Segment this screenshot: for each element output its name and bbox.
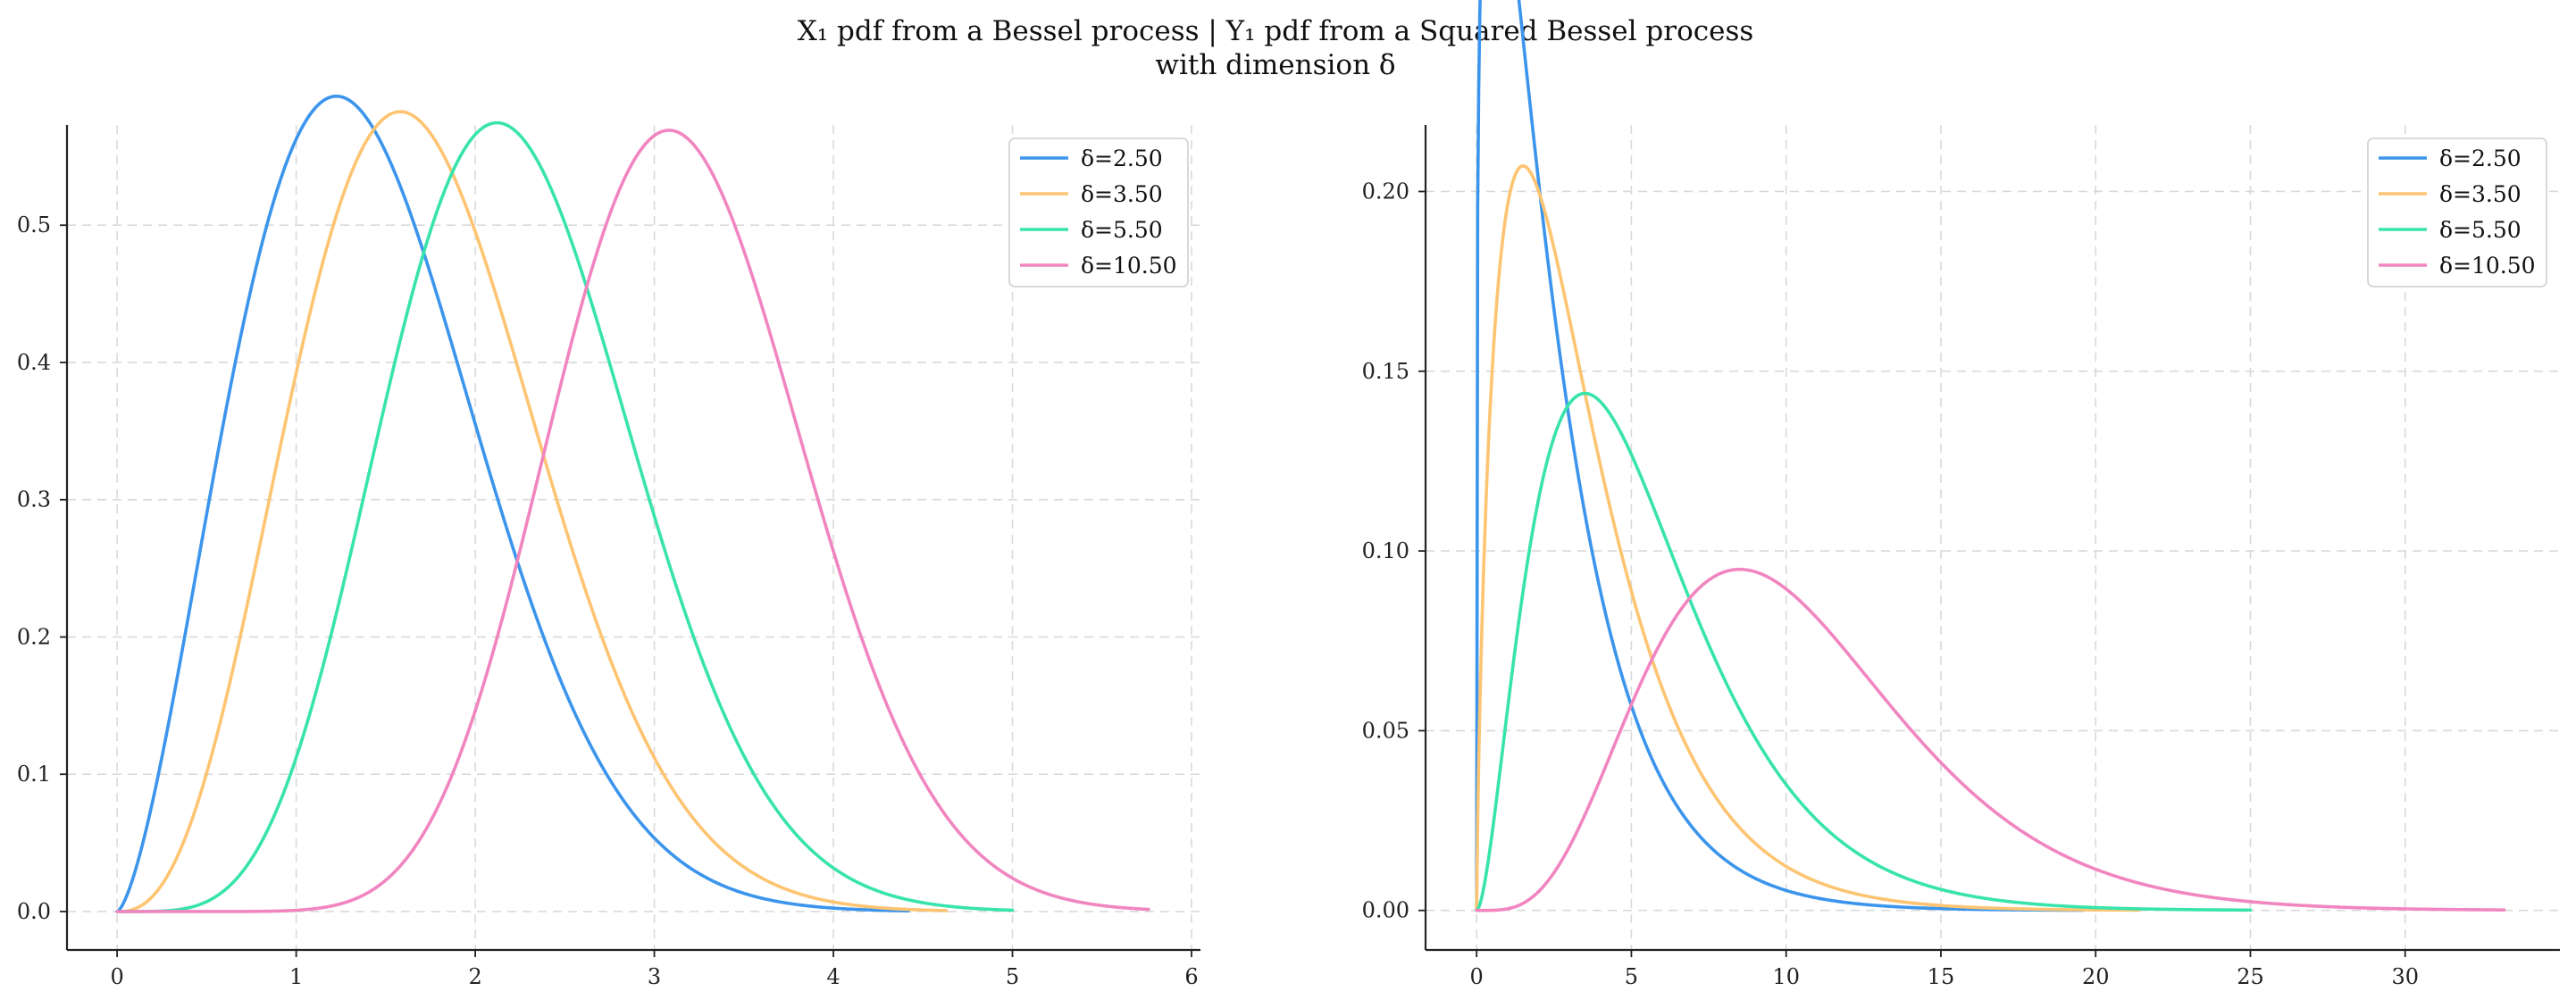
right-chart-panel: 0 5 10 15 20 25 300.000.050.100.150.20δ=2.50δ=… — [1362, 0, 2560, 989]
series-line-delta-5-5 — [1475, 391, 2253, 912]
legend: δ=2.50 δ=3.50 δ=5.50 δ=10.50 — [1008, 137, 1189, 287]
y-tick-label: 0.10 — [1362, 538, 1409, 563]
legend-frame — [2367, 137, 2547, 287]
grid — [1426, 125, 2560, 950]
x-tick-label: 0 — [110, 964, 123, 989]
x-tick-label: 30 — [2391, 964, 2419, 989]
x-tick-label: 15 — [1928, 964, 1955, 989]
y-tick-label: 0.0 — [17, 899, 51, 924]
left-chart-panel: 0 1 2 3 4 5 6 0.0 0.1 0.2 0.3 0.4 0.5 δ=2.50 δ=3.50 δ=5… — [17, 94, 1200, 989]
series-lines — [1475, 0, 2506, 912]
x-tick-label: 6 — [1184, 964, 1198, 989]
y-tick-label: 0.20 — [1362, 179, 1409, 204]
legend-label: δ=5.50 — [2439, 217, 2522, 243]
series-line-delta-3-5 — [115, 110, 949, 913]
legend-frame — [1008, 137, 1189, 287]
legend-label: δ=10.50 — [1081, 253, 1177, 279]
y-tick-label: 0.2 — [17, 624, 51, 649]
legend-label: δ=5.50 — [1081, 217, 1163, 243]
x-tick-label: 20 — [2082, 964, 2110, 989]
x-tick-label: 0 — [1470, 964, 1484, 989]
series-lines — [115, 94, 1150, 913]
x-tick-label: 3 — [648, 964, 661, 989]
x-tick-label: 2 — [468, 964, 481, 989]
legend-label: δ=2.50 — [1081, 146, 1163, 171]
legend-label: δ=10.50 — [2439, 253, 2536, 279]
y-tick-label: 0.05 — [1362, 718, 1409, 743]
figure-title-line2: with dimension δ — [1155, 49, 1395, 81]
series-line-delta-2-5 — [115, 94, 911, 913]
x-tick-label: 1 — [289, 964, 303, 989]
series-line-delta-5-5 — [115, 121, 1015, 913]
x-tick-label: 5 — [1006, 964, 1019, 989]
x-tick-label: 10 — [1772, 964, 1800, 989]
y-tick-label: 0.4 — [17, 350, 51, 375]
figure-title-line1: X₁ pdf from a Bessel process | Y₁ pdf fr… — [798, 15, 1754, 47]
series-line-delta-10-5 — [115, 129, 1150, 913]
x-tick-label: 5 — [1625, 964, 1638, 989]
y-tick-label: 0.15 — [1362, 359, 1409, 384]
legend: δ=2.50 δ=3.50 δ=5.50 δ=10.50 — [2367, 137, 2547, 287]
x-tick-label: 25 — [2237, 964, 2264, 989]
legend-label: δ=2.50 — [2439, 146, 2522, 171]
y-tick-label: 0.1 — [17, 762, 51, 787]
x-tick-label: 4 — [826, 964, 840, 989]
series-line-delta-3-5 — [1475, 164, 2141, 912]
y-tick-label: 0.00 — [1362, 898, 1409, 923]
y-tick-label: 0.5 — [17, 212, 51, 237]
series-line-delta-10-5 — [1475, 567, 2506, 912]
y-tick-label: 0.3 — [17, 487, 51, 512]
series-line-delta-2-5 — [1475, 0, 2086, 912]
legend-label: δ=3.50 — [1081, 181, 1163, 207]
legend-label: δ=3.50 — [2439, 181, 2522, 207]
